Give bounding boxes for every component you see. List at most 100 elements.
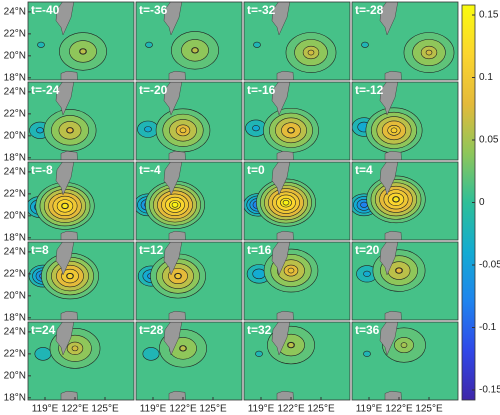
- y-tick-label: 22°N: [4, 28, 26, 39]
- land: [379, 82, 399, 116]
- low-contour: [252, 125, 260, 132]
- land: [60, 150, 78, 160]
- x-tick-label: 125°E: [91, 404, 119, 415]
- land: [168, 70, 186, 80]
- peak-core: [71, 345, 79, 352]
- panel: [28, 82, 134, 160]
- peak-core: [307, 49, 315, 56]
- low-contour: [363, 350, 371, 357]
- panel: [352, 82, 458, 160]
- panel: [28, 2, 134, 80]
- panel-label: t=32: [247, 323, 272, 337]
- panel: [28, 242, 134, 320]
- peak-core: [171, 202, 179, 208]
- land: [379, 2, 399, 36]
- land: [60, 390, 78, 400]
- panel-label: t=28: [139, 323, 164, 337]
- y-tick-label: 20°N: [4, 290, 26, 301]
- panel-frame: [243, 1, 351, 81]
- colorbar-tick-label: 0.05: [479, 135, 499, 146]
- x-tick-label: 125°E: [307, 404, 335, 415]
- panel-frame: [135, 1, 243, 81]
- low-contour: [361, 41, 369, 48]
- land: [60, 230, 78, 240]
- land: [55, 322, 75, 356]
- peak-core: [392, 196, 400, 203]
- panel-label: t=12: [139, 243, 164, 257]
- panel: [244, 322, 350, 400]
- panel-frame: [135, 161, 243, 241]
- panel: [28, 322, 134, 400]
- y-tick-label: 20°N: [4, 370, 26, 381]
- panel-frame: [351, 321, 459, 401]
- panel-frame: [243, 321, 351, 401]
- land: [379, 162, 399, 196]
- land: [379, 322, 399, 356]
- land: [168, 310, 186, 320]
- land: [384, 150, 402, 160]
- low-contour: [142, 347, 160, 361]
- land: [276, 310, 294, 320]
- x-tick-label: 119°E: [140, 404, 167, 415]
- x-tick-label: 122°E: [277, 404, 305, 415]
- x-tick-label: 125°E: [415, 404, 443, 415]
- low-contour: [37, 41, 45, 48]
- panel-frame: [135, 321, 243, 401]
- peak-core: [66, 273, 74, 279]
- peak-core: [390, 127, 398, 134]
- peak-core: [174, 273, 182, 279]
- land: [163, 322, 183, 356]
- land: [163, 82, 183, 116]
- land: [271, 162, 291, 196]
- y-tick-label: 18°N: [4, 392, 26, 403]
- y-tick-label: 24°N: [4, 87, 26, 98]
- panel: [244, 162, 350, 240]
- x-tick-label: 122°E: [169, 404, 197, 415]
- panel-frame: [27, 241, 135, 321]
- panel-label: t=-4: [139, 163, 161, 177]
- panel-frame: [351, 161, 459, 241]
- panel-frame: [243, 241, 351, 321]
- y-tick-label: 22°N: [4, 348, 26, 359]
- y-tick-label: 20°N: [4, 50, 26, 61]
- land: [384, 310, 402, 320]
- low-contour: [255, 350, 263, 357]
- low-contour: [252, 268, 266, 280]
- panel: [136, 162, 242, 240]
- panel-label: t=24: [31, 323, 56, 337]
- y-tick-label: 18°N: [4, 72, 26, 83]
- low-contour: [36, 127, 44, 134]
- panel: [28, 162, 134, 240]
- land: [55, 162, 75, 196]
- panel: [136, 322, 242, 400]
- panel-label: t=-8: [31, 163, 53, 177]
- panel-frame: [27, 81, 135, 161]
- land: [55, 2, 75, 36]
- land: [276, 150, 294, 160]
- low-contour: [360, 201, 368, 208]
- panel: [352, 242, 458, 320]
- low-contour: [363, 270, 371, 277]
- y-tick-label: 20°N: [4, 210, 26, 221]
- peak-core: [191, 47, 199, 54]
- panel: [136, 242, 242, 320]
- panel-frame: [27, 1, 135, 81]
- panel: [244, 2, 350, 80]
- peak-core: [179, 127, 187, 134]
- land: [168, 390, 186, 400]
- land: [384, 230, 402, 240]
- panel-frame: [27, 161, 135, 241]
- panel-label: t=0: [247, 163, 265, 177]
- panel: [352, 2, 458, 80]
- peak-core: [179, 345, 187, 352]
- panel-frame: [351, 1, 459, 81]
- low-contour: [253, 41, 261, 48]
- y-tick-label: 22°N: [4, 108, 26, 119]
- y-tick-label: 22°N: [4, 188, 26, 199]
- x-tick-label: 125°E: [199, 404, 227, 415]
- land: [271, 82, 291, 116]
- x-tick-label: 122°E: [385, 404, 413, 415]
- panel-label: t=-36: [139, 3, 168, 17]
- panel: [136, 2, 242, 80]
